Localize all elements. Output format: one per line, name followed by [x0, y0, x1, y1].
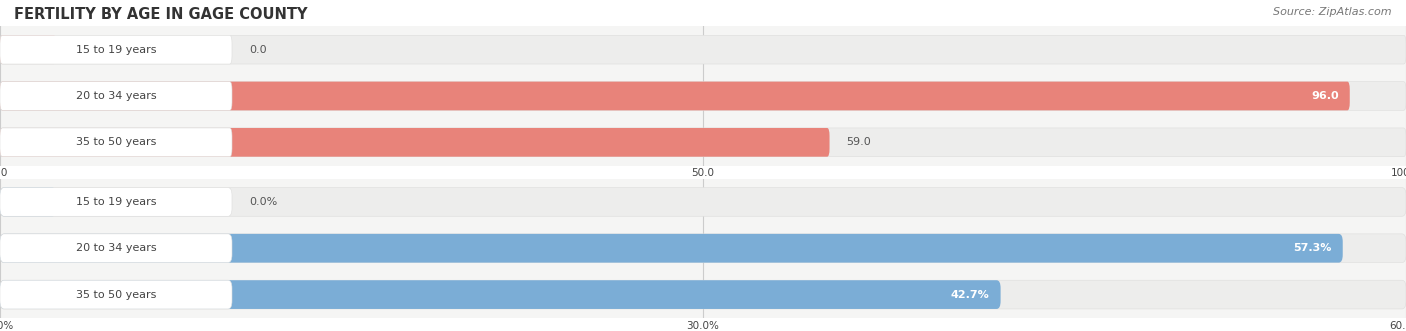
FancyBboxPatch shape [0, 35, 56, 64]
FancyBboxPatch shape [0, 188, 1406, 216]
Text: 20 to 34 years: 20 to 34 years [76, 243, 156, 253]
FancyBboxPatch shape [0, 234, 1343, 262]
FancyBboxPatch shape [0, 35, 1406, 64]
Text: 35 to 50 years: 35 to 50 years [76, 137, 156, 147]
Text: 57.3%: 57.3% [1294, 243, 1331, 253]
Text: 0.0%: 0.0% [249, 197, 277, 207]
Text: 15 to 19 years: 15 to 19 years [76, 45, 156, 55]
FancyBboxPatch shape [0, 82, 232, 110]
FancyBboxPatch shape [0, 280, 1001, 309]
Text: 35 to 50 years: 35 to 50 years [76, 290, 156, 300]
FancyBboxPatch shape [0, 280, 232, 309]
Text: Source: ZipAtlas.com: Source: ZipAtlas.com [1274, 7, 1392, 17]
FancyBboxPatch shape [0, 188, 232, 216]
Text: 59.0: 59.0 [846, 137, 872, 147]
FancyBboxPatch shape [0, 128, 830, 157]
Text: 96.0: 96.0 [1310, 91, 1339, 101]
FancyBboxPatch shape [0, 82, 1350, 110]
Text: 15 to 19 years: 15 to 19 years [76, 197, 156, 207]
FancyBboxPatch shape [0, 188, 56, 216]
Text: 42.7%: 42.7% [950, 290, 990, 300]
Text: FERTILITY BY AGE IN GAGE COUNTY: FERTILITY BY AGE IN GAGE COUNTY [14, 7, 308, 22]
FancyBboxPatch shape [0, 128, 1406, 157]
FancyBboxPatch shape [0, 234, 1406, 262]
FancyBboxPatch shape [0, 35, 232, 64]
FancyBboxPatch shape [0, 128, 232, 157]
FancyBboxPatch shape [0, 280, 1406, 309]
FancyBboxPatch shape [0, 234, 232, 262]
Text: 0.0: 0.0 [249, 45, 267, 55]
FancyBboxPatch shape [0, 82, 1406, 110]
Text: 20 to 34 years: 20 to 34 years [76, 91, 156, 101]
